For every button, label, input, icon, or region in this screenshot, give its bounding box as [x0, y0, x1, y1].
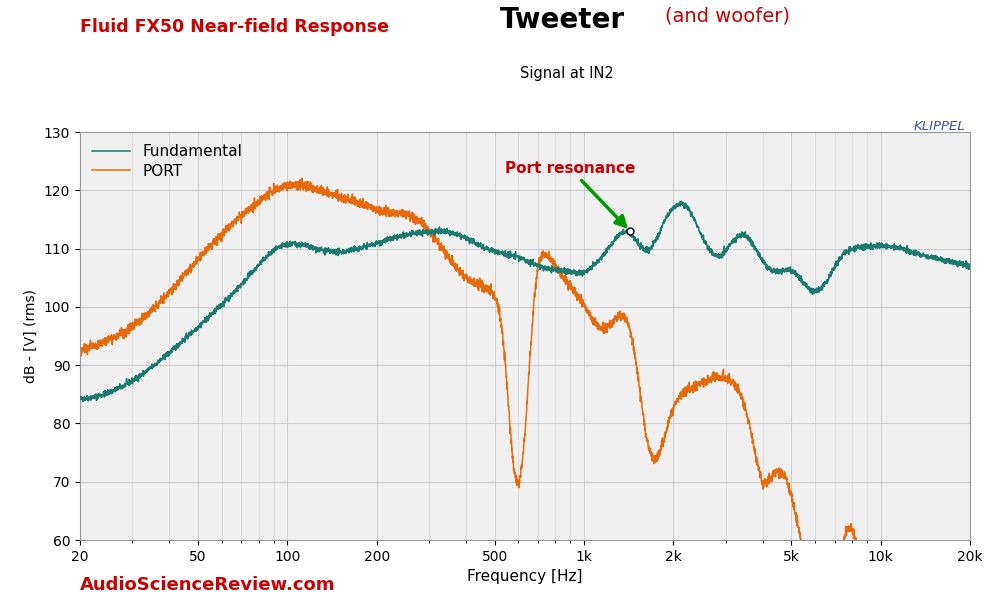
- Fundamental: [448, 230, 460, 238]
- Legend: Fundamental, PORT: Fundamental, PORT: [88, 140, 247, 184]
- Fundamental: [721, 247, 733, 254]
- Fundamental: [675, 197, 687, 205]
- Fundamental: [497, 250, 509, 257]
- Line: PORT: PORT: [80, 178, 970, 600]
- Line: Fundamental: Fundamental: [80, 201, 970, 401]
- Text: Fluid FX50 Near-field Response: Fluid FX50 Near-field Response: [80, 18, 389, 36]
- X-axis label: Frequency [Hz]: Frequency [Hz]: [467, 569, 583, 584]
- PORT: [448, 262, 460, 269]
- Fundamental: [77, 398, 89, 405]
- Text: KLIPPEL: KLIPPEL: [913, 120, 965, 133]
- Fundamental: [937, 259, 949, 266]
- Text: Signal at IN2: Signal at IN2: [520, 66, 614, 81]
- PORT: [455, 268, 467, 275]
- Y-axis label: dB - [V] (rms): dB - [V] (rms): [24, 289, 38, 383]
- PORT: [497, 341, 509, 349]
- PORT: [721, 377, 733, 385]
- Text: AudioScienceReview.com: AudioScienceReview.com: [80, 576, 336, 594]
- Fundamental: [74, 395, 86, 402]
- Text: Port resonance: Port resonance: [505, 161, 635, 226]
- Fundamental: [893, 245, 905, 252]
- Fundamental: [964, 262, 976, 269]
- PORT: [296, 175, 308, 182]
- Fundamental: [455, 232, 467, 239]
- Text: Tweeter: Tweeter: [500, 6, 625, 34]
- Text: (and woofer): (and woofer): [665, 6, 790, 25]
- PORT: [74, 348, 86, 355]
